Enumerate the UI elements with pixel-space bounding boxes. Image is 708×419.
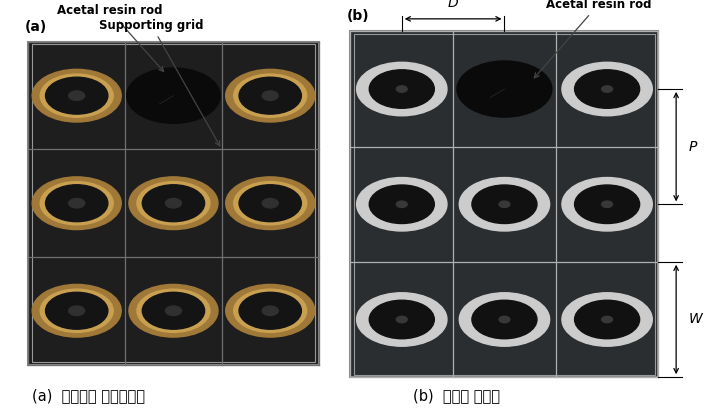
Circle shape (239, 292, 302, 329)
Circle shape (370, 300, 434, 339)
Circle shape (234, 289, 307, 332)
Circle shape (575, 70, 639, 108)
Circle shape (472, 185, 537, 223)
Text: (a): (a) (25, 20, 47, 34)
Text: Acetal resin rod: Acetal resin rod (535, 0, 651, 78)
Circle shape (575, 185, 639, 223)
Circle shape (226, 177, 315, 230)
Circle shape (45, 185, 108, 222)
Circle shape (602, 201, 612, 207)
Circle shape (357, 62, 447, 116)
Text: D: D (447, 0, 459, 10)
Circle shape (32, 177, 121, 230)
Circle shape (602, 316, 612, 323)
Circle shape (370, 185, 434, 223)
Circle shape (69, 199, 85, 208)
Circle shape (137, 181, 210, 225)
Circle shape (499, 201, 510, 207)
Circle shape (166, 306, 181, 316)
Circle shape (262, 199, 278, 208)
Circle shape (40, 74, 113, 117)
Circle shape (602, 86, 612, 92)
Circle shape (562, 293, 652, 346)
Circle shape (129, 177, 218, 230)
Bar (354, 34, 655, 375)
Circle shape (234, 74, 307, 117)
Circle shape (45, 292, 108, 329)
Circle shape (562, 178, 652, 231)
Circle shape (142, 292, 205, 329)
Text: Supporting grid: Supporting grid (99, 18, 219, 146)
Text: W: W (689, 313, 702, 326)
Circle shape (457, 61, 552, 117)
Circle shape (575, 300, 639, 339)
Circle shape (226, 285, 315, 337)
Bar (32, 44, 315, 362)
Circle shape (262, 306, 278, 316)
Circle shape (239, 77, 302, 114)
Circle shape (562, 62, 652, 116)
Circle shape (357, 178, 447, 231)
Circle shape (69, 91, 85, 101)
Circle shape (137, 289, 210, 332)
Circle shape (396, 86, 407, 92)
Circle shape (262, 91, 278, 101)
Circle shape (459, 293, 549, 346)
Bar (350, 31, 658, 377)
Circle shape (226, 69, 315, 122)
Circle shape (127, 68, 220, 123)
Text: (a)  이중냉각 환형핵연료: (a) 이중냉각 환형핵연료 (32, 388, 145, 403)
Circle shape (234, 181, 307, 225)
Circle shape (166, 199, 181, 208)
Bar (28, 42, 319, 365)
Text: Acetal resin rod: Acetal resin rod (57, 4, 164, 72)
Circle shape (459, 178, 549, 231)
Text: (b): (b) (347, 9, 370, 23)
Circle shape (499, 316, 510, 323)
Circle shape (370, 70, 434, 108)
Circle shape (32, 285, 121, 337)
Circle shape (142, 185, 205, 222)
Circle shape (40, 181, 113, 225)
Text: (b)  원통형 핵연료: (b) 원통형 핵연료 (413, 388, 500, 403)
Circle shape (32, 69, 121, 122)
Circle shape (129, 285, 218, 337)
Circle shape (40, 289, 113, 332)
Circle shape (357, 293, 447, 346)
Circle shape (45, 77, 108, 114)
Circle shape (472, 300, 537, 339)
Circle shape (396, 316, 407, 323)
Circle shape (396, 201, 407, 207)
Circle shape (239, 185, 302, 222)
Text: P: P (689, 140, 697, 154)
Circle shape (69, 306, 85, 316)
